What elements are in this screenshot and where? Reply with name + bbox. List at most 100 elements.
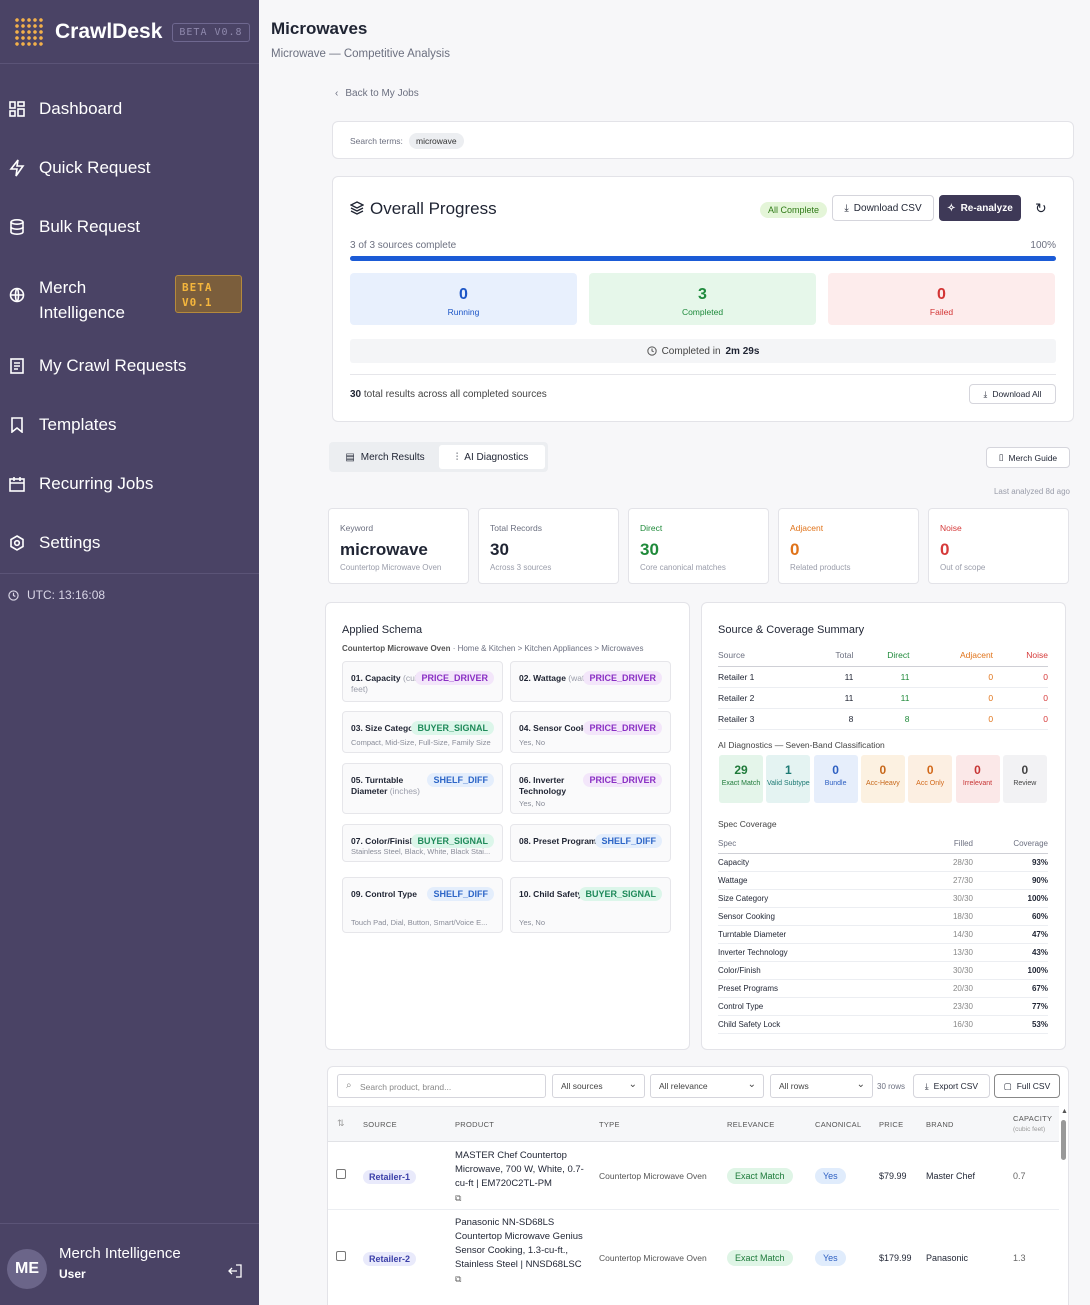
- divider: [0, 573, 259, 574]
- schema-item: 09. Control Type SHELF_DIFF Touch Pad, Di…: [342, 877, 503, 933]
- user-panel: ME Merch Intelligence User: [0, 1223, 259, 1305]
- price: $179.99: [879, 1253, 912, 1263]
- nav-merch-intelligence[interactable]: Merch Intelligence BETA V0.1: [0, 275, 259, 322]
- sources-complete: 3 of 3 sources complete: [350, 240, 457, 251]
- nav-label: Bulk Request: [39, 217, 141, 236]
- schema-tag: PRICE_DRIVER: [583, 773, 662, 787]
- col-product[interactable]: PRODUCT: [455, 1120, 495, 1129]
- brand: Panasonic: [926, 1253, 969, 1263]
- search-input[interactable]: ⌕ Search product, brand...: [337, 1074, 546, 1098]
- running-stat: 0 Running: [350, 273, 577, 325]
- export-csv-button[interactable]: ⤓ Export CSV: [913, 1074, 990, 1098]
- clock-icon: [646, 346, 657, 356]
- table-row[interactable]: [328, 1142, 1059, 1210]
- reanalyze-button[interactable]: ✧ Re-analyze: [939, 195, 1021, 221]
- col-type[interactable]: TYPE: [599, 1120, 620, 1129]
- divider: [0, 63, 259, 64]
- nav-dashboard[interactable]: Dashboard: [0, 98, 259, 120]
- col-price[interactable]: PRICE: [879, 1120, 904, 1129]
- bookmark-icon: [8, 416, 26, 434]
- kpi-keyword: Keyword microwave Countertop Microwave Ove…: [328, 508, 469, 584]
- sort-icon[interactable]: ⇅: [337, 1118, 345, 1128]
- nav-settings[interactable]: Settings: [0, 532, 259, 554]
- user-name: Merch Intelligence: [59, 1245, 181, 1262]
- nav-bulk-request[interactable]: Bulk Request: [0, 216, 259, 238]
- row-checkbox[interactable]: [336, 1251, 346, 1261]
- table-row: Capacity 28/30 93%: [718, 853, 1048, 872]
- progress-bar: [350, 256, 1056, 261]
- scrollbar[interactable]: ▲: [1060, 1108, 1068, 1298]
- schema-tag: BUYER_SIGNAL: [579, 887, 662, 901]
- back-link[interactable]: ‹ Back to My Jobs: [335, 88, 419, 99]
- nav-recurring-jobs[interactable]: Recurring Jobs: [0, 473, 259, 495]
- file-icon: ▢: [1003, 1080, 1012, 1091]
- completed-stat: 3 Completed: [589, 273, 816, 325]
- tab-ai-diagnostics[interactable]: ⫶ AI Diagnostics: [439, 445, 545, 469]
- product-type: Countertop Microwave Oven: [599, 1253, 707, 1263]
- relevance-select[interactable]: All relevance ⌄: [650, 1074, 764, 1098]
- merch-guide-button[interactable]: ▯ Merch Guide: [986, 447, 1070, 468]
- nav-label: Recurring Jobs: [39, 474, 154, 493]
- product-name[interactable]: MASTER Chef Countertop Microwave, 700 W,…: [455, 1150, 584, 1203]
- nav-quick-request[interactable]: Quick Request: [0, 157, 259, 179]
- search-term-chip[interactable]: microwave: [409, 133, 464, 149]
- globe-icon: [8, 286, 26, 304]
- schema-item: 04. Sensor Cooking PRICE_DRIVER Yes, No: [510, 711, 671, 753]
- completed-in: Completed in 2m 29s: [350, 339, 1056, 363]
- schema-item-name: 07. Color/Finish: [351, 836, 415, 846]
- full-csv-button[interactable]: ▢ Full CSV: [994, 1074, 1060, 1098]
- brand: Master Chef: [926, 1171, 976, 1181]
- table-row: Size Category 30/30 100%: [718, 889, 1048, 908]
- refresh-icon[interactable]: ↻: [1035, 200, 1047, 216]
- col-relevance[interactable]: RELEVANCE: [727, 1120, 775, 1129]
- spec-table: Spec Filled Coverage Capacity 28/30 93% Watta…: [718, 835, 1048, 1034]
- download-all-button[interactable]: ⤓ Download All: [969, 384, 1056, 404]
- sparkle-icon: ✧: [947, 202, 956, 214]
- nav-templates[interactable]: Templates: [0, 414, 259, 436]
- schema-item: 05. Turntable Diameter (inches) SHELF_DIF…: [342, 763, 503, 814]
- logout-icon[interactable]: [228, 1264, 242, 1283]
- rows-select[interactable]: All rows ⌄: [770, 1074, 873, 1098]
- schema-item: 01. Capacity (cubic feet) PRICE_DRIVER: [342, 661, 503, 702]
- product-type: Countertop Microwave Oven: [599, 1171, 707, 1181]
- gear-icon: [8, 534, 26, 552]
- total-results: 30 total results across all completed so…: [350, 389, 547, 400]
- chevron-left-icon: ‹: [335, 88, 339, 99]
- table-row: Color/Finish 30/30 100%: [718, 961, 1048, 980]
- chevron-down-icon: ⌄: [856, 1079, 865, 1090]
- schema-item-values: Yes, No: [519, 799, 545, 808]
- tab-merch-results[interactable]: ▤ Merch Results: [345, 451, 425, 463]
- schema-item-name: 06. Inverter Technology: [519, 775, 567, 796]
- nav-label: Merch Intelligence: [39, 278, 126, 322]
- download-csv-button[interactable]: ⤓ Download CSV: [832, 195, 934, 221]
- product-name[interactable]: Panasonic NN-SD68LS Countertop Microwave…: [455, 1217, 583, 1284]
- schema-tag: SHELF_DIFF: [427, 887, 494, 901]
- nav-my-crawl-requests[interactable]: My Crawl Requests: [0, 355, 259, 377]
- price: $79.99: [879, 1171, 907, 1181]
- table-row[interactable]: [328, 1210, 1059, 1305]
- schema-tag: BUYER_SIGNAL: [411, 721, 494, 735]
- spec-title: Spec Coverage: [718, 819, 777, 829]
- nav-label: Templates: [39, 415, 117, 434]
- status-badge: All Complete: [760, 202, 828, 218]
- logo-icon: [14, 17, 44, 47]
- table-row: Control Type 23/30 77%: [718, 997, 1048, 1016]
- brand[interactable]: CrawlDesk BETA V0.8: [14, 14, 250, 50]
- kpi-total-records: Total Records 30 Across 3 sources: [478, 508, 619, 584]
- last-analyzed: Last analyzed 8d ago: [993, 487, 1070, 496]
- table-row: Child Safety Lock 16/30 53%: [718, 1015, 1048, 1034]
- schema-item-name: 08. Preset Programs: [519, 836, 602, 846]
- nav-label: Settings: [39, 533, 101, 552]
- progress-percent: 100%: [1030, 240, 1056, 251]
- table-row: Wattage 27/30 90%: [718, 871, 1048, 890]
- col-canonical[interactable]: CANONICAL: [815, 1120, 862, 1129]
- col-capacity[interactable]: CAPACITY: [1013, 1114, 1053, 1123]
- col-brand[interactable]: BRAND: [926, 1120, 954, 1129]
- nav-label: My Crawl Requests: [39, 356, 187, 375]
- col-source[interactable]: SOURCE: [363, 1120, 397, 1129]
- sources-select[interactable]: All sources ⌄: [552, 1074, 645, 1098]
- avatar[interactable]: ME: [7, 1249, 47, 1289]
- table-header: Source Total Direct Adjacent Noise: [718, 645, 1048, 667]
- schema-item-values: Touch Pad, Dial, Button, Smart/Voice E..…: [351, 918, 488, 927]
- row-checkbox[interactable]: [336, 1169, 346, 1179]
